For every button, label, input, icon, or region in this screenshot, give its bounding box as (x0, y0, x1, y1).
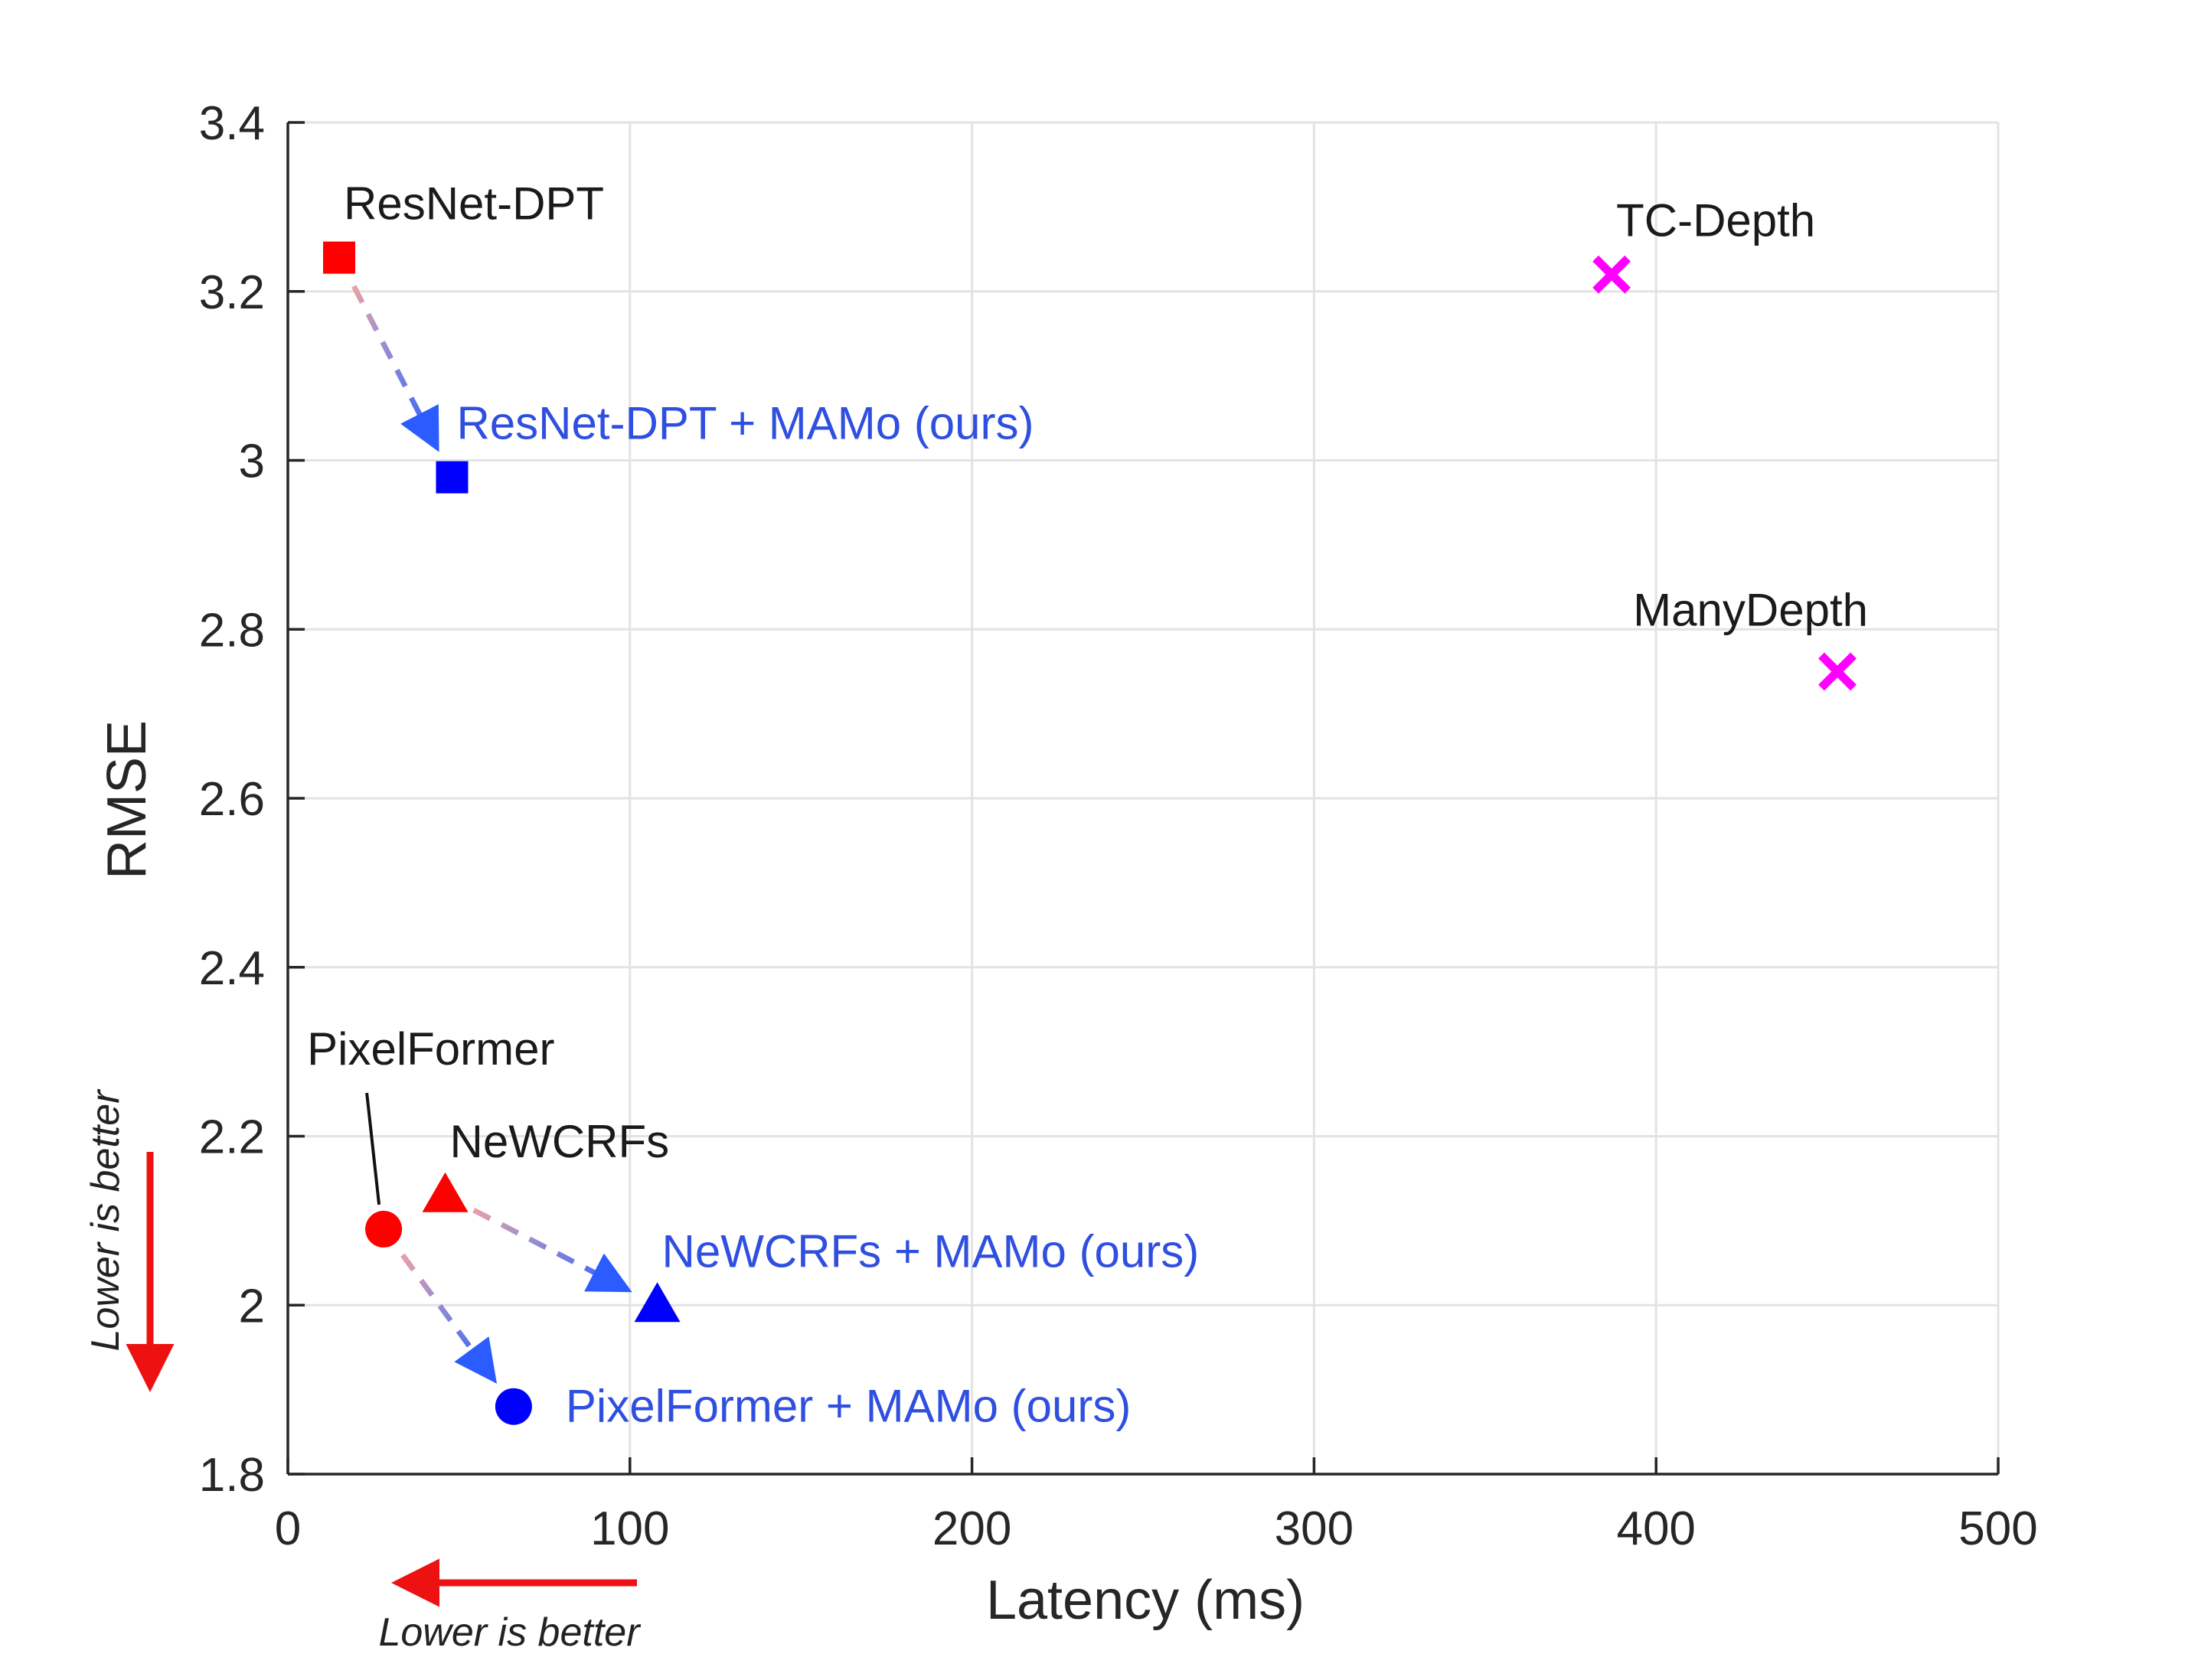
marker-newcrfs-mamo (634, 1282, 681, 1323)
marker-manydepth-stroke-b (1818, 652, 1857, 691)
label-newcrfs-mamo: NeWCRFs + MAMo (ours) (662, 1225, 1200, 1277)
marker-pixelformer (365, 1210, 403, 1248)
x-tick-label-200: 200 (932, 1502, 1011, 1555)
x-tick-label-0: 0 (275, 1502, 301, 1555)
marker-tc-depth (1592, 255, 1631, 294)
marker-tc-depth-stroke-b (1592, 255, 1631, 294)
label-tc-depth: TC-Depth (1616, 195, 1815, 246)
tick-labels: 0 100 200 300 400 500 1.8 2 2.2 2.4 2.6 2.8 3 3.2 3.4 (199, 97, 2038, 1555)
label-resnet-dpt: ResNet-DPT (344, 178, 604, 230)
y-tick-label-3-4: 3.4 (199, 97, 265, 150)
label-resnet-dpt-mamo: ResNet-DPT + MAMo (ours) (456, 398, 1034, 449)
x-tick-label-500: 500 (1958, 1502, 2037, 1555)
x-tick-label-300: 300 (1275, 1502, 1354, 1555)
marker-newcrfs (422, 1172, 469, 1212)
y-tick-label-2-2: 2.2 (199, 1111, 265, 1164)
y-lower-better-note: Lower is better (83, 1088, 128, 1352)
y-tick-label-2-4: 2.4 (199, 942, 265, 995)
marker-manydepth (1818, 652, 1857, 691)
marker-pixelformer-mamo (495, 1388, 532, 1425)
label-newcrfs: NeWCRFs (450, 1116, 670, 1167)
axes (286, 121, 2000, 1476)
y-tick-label-2: 2 (239, 1280, 265, 1333)
marker-resnet-dpt-mamo (436, 461, 469, 494)
grid-lines (288, 121, 2000, 1474)
improvement-arrows (351, 285, 632, 1384)
y-tick-label-2-6: 2.6 (199, 773, 265, 826)
y-tick-label-3-2: 3.2 (199, 266, 265, 319)
x-axis-title: Latency (ms) (986, 1570, 1305, 1631)
marker-resnet-dpt (323, 241, 356, 274)
x-tick-label-400: 400 (1616, 1502, 1695, 1555)
arrow-pixelformer-to-pixelformer-mamo (400, 1253, 498, 1384)
y-tick-label-3: 3 (239, 435, 265, 488)
data-points (323, 241, 1857, 1425)
label-pixelformer: PixelFormer (307, 1023, 554, 1075)
y-tick-label-2-8: 2.8 (199, 604, 265, 657)
x-tick-label-100: 100 (590, 1502, 669, 1555)
x-lower-better-note: Lower is better (378, 1610, 642, 1655)
y-axis-title: RMSE (96, 720, 158, 879)
y-tick-label-1-8: 1.8 (199, 1449, 265, 1502)
leader-line-pixelformer (365, 1092, 381, 1205)
label-pixelformer-mamo: PixelFormer + MAMo (ours) (566, 1381, 1131, 1432)
point-labels: ResNet-DPT ResNet-DPT + MAMo (ours) TC-Dep… (307, 178, 1868, 1432)
label-manydepth: ManyDepth (1633, 584, 1868, 635)
